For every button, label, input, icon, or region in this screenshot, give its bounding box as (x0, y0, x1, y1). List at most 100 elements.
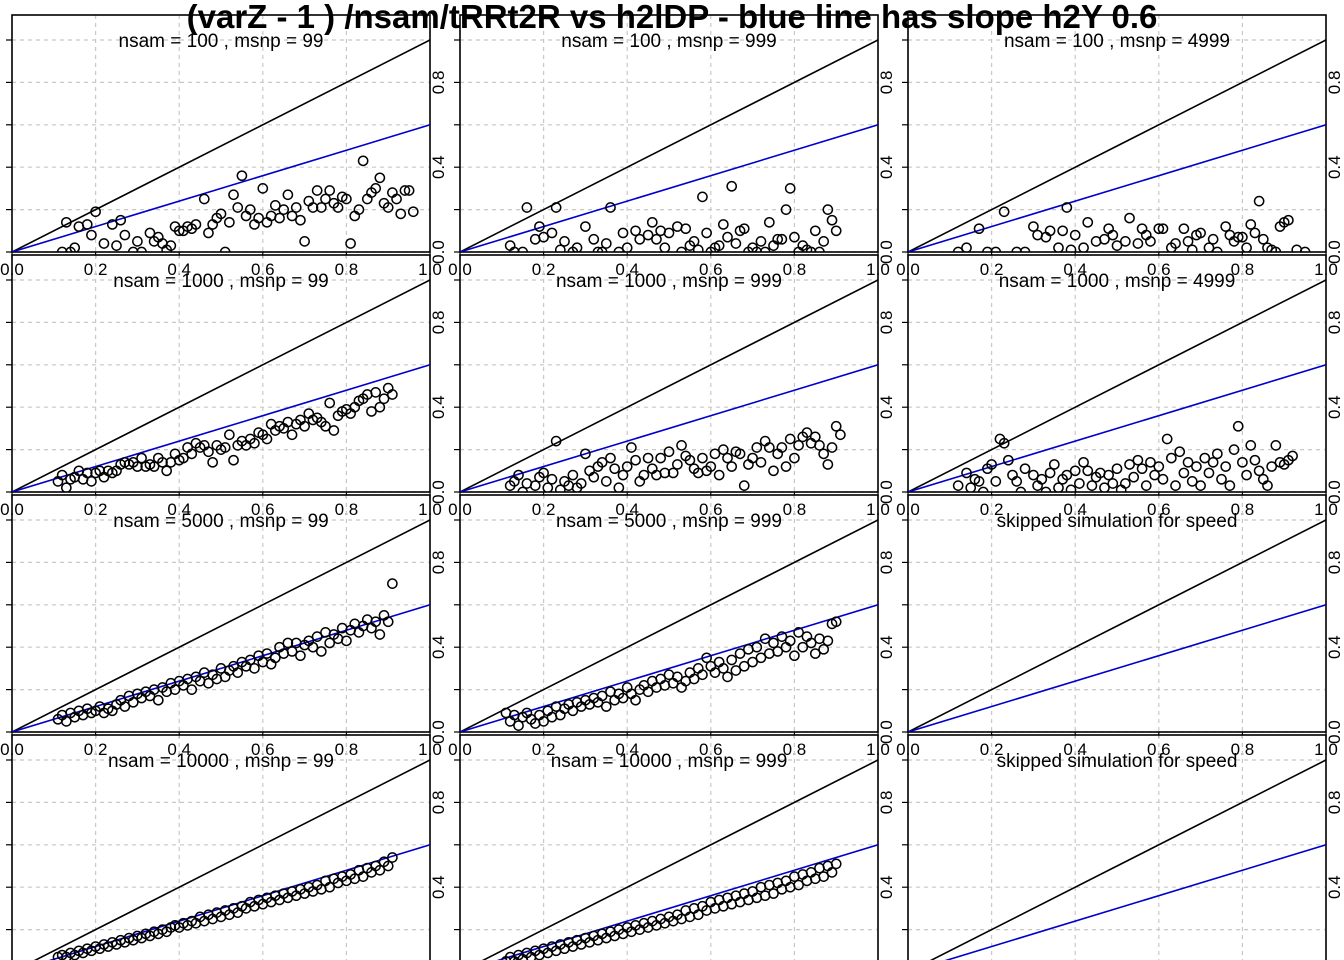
data-point (1262, 242, 1273, 252)
x-tick-label: 0.6 (699, 740, 723, 759)
data-point (805, 246, 817, 252)
data-point (730, 238, 742, 249)
data-point (826, 214, 838, 226)
points (52, 852, 398, 960)
data-point (529, 480, 541, 491)
data-point (542, 482, 554, 492)
y-tick-label: 0.0 (429, 720, 448, 744)
panel-title: nsam = 100 , msnp = 99 (119, 31, 324, 52)
y-tick-label: 0.8 (1325, 551, 1344, 575)
data-point (219, 442, 231, 453)
data-point (617, 227, 629, 239)
plot-frame (11, 494, 431, 733)
reference-lines (908, 279, 1326, 492)
data-point (315, 646, 327, 657)
data-point (646, 216, 658, 228)
data-point (1145, 456, 1156, 468)
identity-line (460, 519, 878, 732)
data-point (1220, 461, 1232, 472)
data-point (600, 238, 612, 249)
data-point (315, 202, 327, 213)
data-point (730, 665, 742, 676)
data-point (320, 193, 331, 205)
data-point (1132, 454, 1144, 466)
data-point (152, 694, 164, 706)
data-point (228, 189, 239, 201)
data-point (818, 448, 830, 460)
data-point (722, 231, 733, 243)
data-point (341, 635, 352, 647)
data-point (1237, 231, 1248, 243)
panel-title: nsam = 1000 , msnp = 4999 (999, 271, 1236, 292)
data-point (261, 648, 273, 659)
data-point (517, 486, 529, 492)
reference-lines (12, 279, 430, 492)
data-point (768, 637, 779, 649)
data-point (1165, 452, 1177, 464)
data-point (1103, 469, 1114, 481)
panel-title: nsam = 5000 , msnp = 99 (113, 511, 328, 532)
data-point (613, 482, 625, 492)
data-point (697, 191, 708, 203)
data-point (324, 637, 336, 649)
data-point (709, 667, 721, 678)
panel-title: nsam = 100 , msnp = 4999 (1004, 31, 1230, 52)
data-point (776, 631, 788, 642)
data-point (236, 170, 248, 182)
data-point (1028, 469, 1039, 481)
data-point (801, 244, 813, 252)
x-tick-label: 0.2 (980, 740, 1004, 759)
data-point (1249, 227, 1261, 239)
data-point (403, 185, 415, 196)
y-tick-label: 0.8 (877, 311, 896, 335)
x-tick-label: 0.6 (251, 260, 275, 279)
data-point (232, 202, 244, 213)
plot-frame (459, 14, 879, 253)
data-point (663, 446, 675, 458)
data-point (830, 225, 842, 237)
data-point (705, 461, 717, 472)
points (500, 858, 842, 960)
data-point (282, 637, 294, 649)
data-point (1232, 420, 1244, 432)
y-axis: 0.0 0.4 0.8 (454, 279, 896, 504)
data-point (127, 696, 139, 708)
fit-line (460, 364, 878, 492)
data-point (224, 429, 235, 441)
data-point (178, 452, 189, 464)
data-point (106, 219, 118, 230)
y-tick-label: 0.4 (1325, 155, 1344, 179)
data-point (534, 221, 545, 232)
y-axis: 0.0 0.4 0.8 (902, 519, 1344, 744)
data-point (617, 469, 629, 481)
x-tick-label: 0.4 (167, 500, 191, 519)
panel-title: nsam = 1000 , msnp = 999 (556, 271, 782, 292)
data-point (1203, 467, 1215, 479)
y-tick-label: 0.4 (877, 155, 896, 179)
data-point (382, 202, 394, 213)
x-tick-label: 0.4 (1063, 260, 1087, 279)
data-point (1195, 227, 1206, 239)
data-point (571, 242, 583, 252)
data-point (1182, 236, 1194, 247)
data-point (1044, 467, 1056, 479)
data-point (789, 452, 800, 464)
plot-frame (459, 494, 879, 733)
data-point (508, 246, 520, 252)
data-point (1191, 461, 1202, 472)
data-point (1099, 233, 1110, 245)
data-point (1086, 480, 1098, 491)
x-tick-label: 0.8 (335, 740, 359, 759)
fit-line (12, 604, 430, 732)
data-point (1082, 216, 1094, 228)
data-point (1149, 469, 1160, 481)
y-tick-label: 0.8 (429, 791, 448, 815)
y-tick-label: 0.0 (1325, 240, 1344, 264)
data-point (374, 172, 386, 184)
data-point (115, 214, 127, 226)
points (952, 195, 1311, 252)
data-point (793, 879, 804, 891)
y-tick-label: 0.8 (429, 311, 448, 335)
fit-line (908, 364, 1326, 492)
data-point (554, 244, 566, 252)
